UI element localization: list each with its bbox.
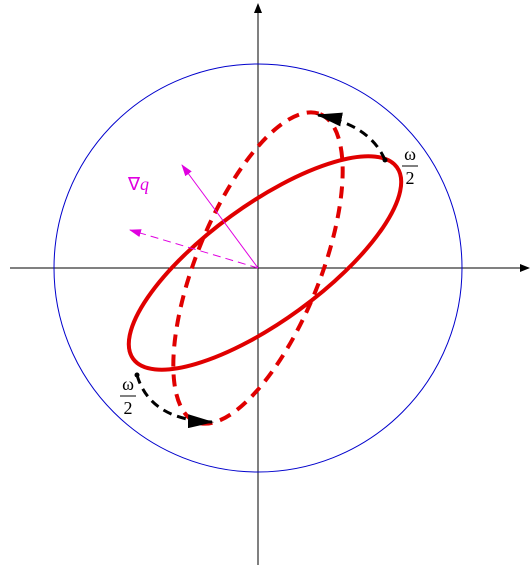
omega-fraction: ω 2: [120, 374, 136, 418]
nabla: ∇: [127, 174, 141, 194]
rotation-arc: [316, 112, 387, 161]
point: [134, 372, 140, 378]
gradient-arrow-dashed: [129, 229, 259, 269]
denominator: 2: [406, 168, 415, 188]
solid-ellipse: [126, 154, 404, 372]
variable: q: [140, 174, 149, 194]
gradient-arrow: [181, 164, 259, 269]
circle: [53, 63, 463, 473]
numerator: ω: [404, 144, 416, 164]
rotation-arc: [135, 374, 214, 429]
denominator: 2: [124, 398, 133, 418]
omega-fraction: ω 2: [402, 144, 418, 188]
point: [382, 157, 388, 163]
gradient-label: ∇q: [127, 174, 149, 194]
numerator: ω: [122, 374, 134, 394]
